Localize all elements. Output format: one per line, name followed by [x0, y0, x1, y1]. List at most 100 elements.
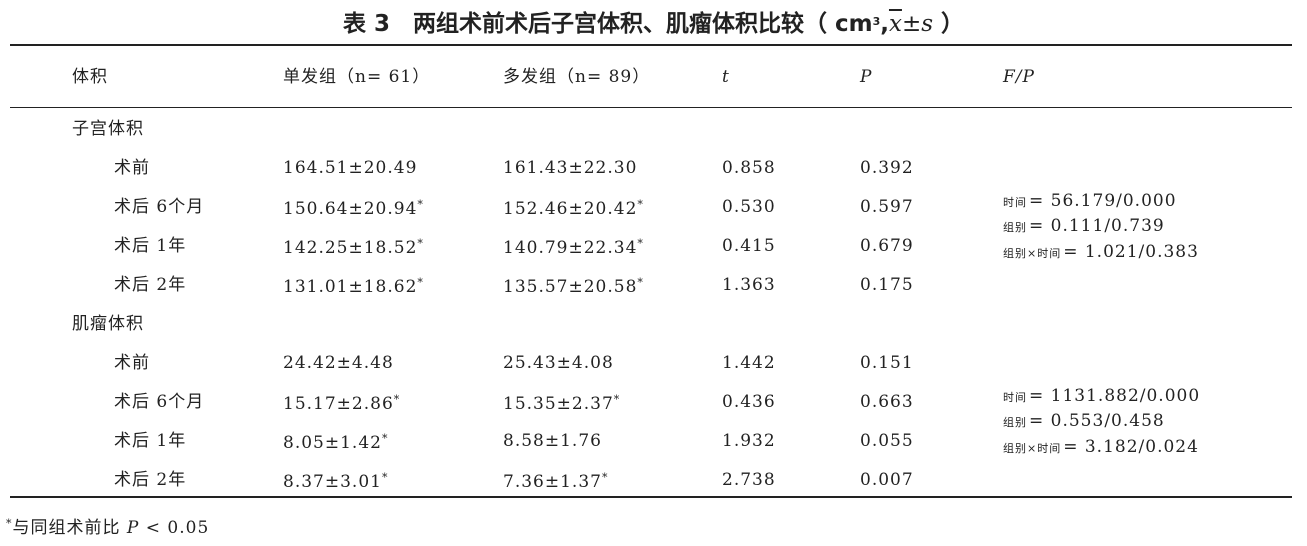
cell: 8.05±1.42* [283, 429, 388, 453]
table-title: 表 3 两组术前术后子宫体积、肌瘤体积比较（ cm3,x±s ） [0, 4, 1307, 38]
cell: 131.01±18.62* [283, 273, 424, 297]
cell: 1.932 [722, 431, 776, 451]
cell-mark: * [637, 198, 644, 211]
header-cell: t [722, 67, 730, 87]
header-cell: 单发组（n= 61） [283, 67, 431, 87]
row-label: 术后 6个月 [114, 197, 205, 217]
footnote-rest: < 0.05 [139, 518, 210, 538]
cell: 24.42±4.48 [283, 353, 394, 373]
fp-sub: 时间 [1003, 195, 1027, 209]
cell-text: 150.64±20.94 [283, 199, 418, 219]
header-cell: P [860, 67, 873, 87]
fp-line: 组别 = 0.553/0.458 [1003, 411, 1165, 433]
cell-mark: * [417, 198, 424, 211]
cell: 2.738 [722, 470, 776, 490]
cell: 152.46±20.42* [503, 195, 644, 219]
footnote-text: 与同组术前比 [12, 518, 127, 538]
cell: 0.175 [860, 275, 914, 295]
cell: 0.055 [860, 431, 914, 451]
title-s: s [921, 11, 934, 37]
cell: 161.43±22.30 [503, 158, 638, 178]
cell: 15.35±2.37* [503, 390, 620, 414]
header-rule [10, 107, 1292, 108]
title-sup: 3 [872, 15, 881, 28]
cell-text: 142.25±18.52 [283, 238, 418, 258]
row-label: 术前 [114, 158, 150, 178]
cell-text: 8.37±3.01 [283, 472, 382, 492]
fp-sub: 组别×时间 [1003, 246, 1062, 260]
cell-text: 15.17±2.86 [283, 394, 394, 414]
cell-mark: * [601, 471, 609, 484]
fp-line: 组别×时间 = 1.021/0.383 [1003, 242, 1199, 264]
fp-text: = 0.553/0.458 [1029, 411, 1165, 431]
title-pm: ± [901, 11, 922, 37]
footnote: *与同组术前比 P < 0.05 [6, 514, 209, 538]
cell: 140.79±22.34* [503, 234, 644, 258]
fp-line: 组别×时间 = 3.182/0.024 [1003, 437, 1199, 459]
fp-sub: 时间 [1003, 390, 1027, 404]
cell: 0.679 [860, 236, 914, 256]
fp-line: 组别 = 0.111/0.739 [1003, 216, 1165, 238]
cell: 8.37±3.01* [283, 468, 388, 492]
row-label: 术前 [114, 353, 150, 373]
cell: 0.597 [860, 197, 914, 217]
row-label: 术后 6个月 [114, 392, 205, 412]
fp-text: = 3.182/0.024 [1063, 436, 1199, 457]
cell: 1.363 [722, 275, 776, 295]
cell: 135.57±20.58* [503, 273, 644, 297]
cell-mark: * [613, 393, 621, 406]
footnote-p: P [126, 518, 140, 538]
title-sep: , [880, 11, 889, 37]
cell-mark: * [417, 276, 424, 289]
fp-text: = 0.111/0.739 [1029, 216, 1165, 236]
cell-text: 140.79±22.34 [503, 238, 638, 258]
fp-text: = 1.021/0.383 [1063, 241, 1199, 262]
fp-line: 时间 = 56.179/0.000 [1003, 191, 1177, 213]
cell: 0.663 [860, 392, 914, 412]
cell: 8.58±1.76 [503, 431, 602, 451]
cell-text: 15.35±2.37 [503, 394, 614, 414]
fp-text: = 56.179/0.000 [1029, 190, 1177, 211]
cell-text: 135.57±20.58 [503, 277, 638, 297]
row-label: 术后 1年 [114, 431, 187, 451]
header-cell: 多发组（n= 89） [503, 67, 651, 87]
cell: 0.436 [722, 392, 776, 412]
cell: 15.17±2.86* [283, 390, 400, 414]
cell-mark: * [381, 432, 389, 445]
fp-sub: 组别 [1003, 221, 1027, 234]
cell: 150.64±20.94* [283, 195, 424, 219]
bottom-rule [10, 496, 1292, 498]
cell-mark: * [381, 471, 389, 484]
cell-mark: * [637, 237, 644, 250]
cell-mark: * [393, 393, 401, 406]
fp-text: = 1131.882/0.000 [1029, 385, 1201, 406]
row-label: 术后 1年 [114, 236, 187, 256]
fp-line: 时间 = 1131.882/0.000 [1003, 386, 1200, 408]
cell: 0.530 [722, 197, 776, 217]
group-label: 肌瘤体积 [72, 314, 144, 334]
fp-sub: 组别 [1003, 416, 1027, 429]
fp-sub: 组别×时间 [1003, 441, 1062, 455]
cell-mark: * [637, 276, 644, 289]
title-number: 表 3 [342, 11, 390, 37]
header-cell: F/P [1003, 67, 1035, 87]
cell-text: 131.01±18.62 [283, 277, 418, 297]
footnote-mark: * [6, 517, 13, 530]
cell: 0.858 [722, 158, 776, 178]
cell: 25.43±4.08 [503, 353, 614, 373]
top-rule [10, 44, 1292, 46]
cell-mark: * [417, 237, 424, 250]
title-xbar: x [888, 11, 902, 37]
cell: 7.36±1.37* [503, 468, 608, 492]
cell: 0.392 [860, 158, 914, 178]
cell: 0.415 [722, 236, 776, 256]
title-text: 两组术前术后子宫体积、肌瘤体积比较（ cm [412, 11, 873, 37]
cell: 1.442 [722, 353, 776, 373]
header-cell: 体积 [72, 67, 108, 87]
cell: 142.25±18.52* [283, 234, 424, 258]
cell-text: 152.46±20.42 [503, 199, 638, 219]
row-label: 术后 2年 [114, 470, 187, 490]
cell: 0.151 [860, 353, 914, 373]
row-label: 术后 2年 [114, 275, 187, 295]
